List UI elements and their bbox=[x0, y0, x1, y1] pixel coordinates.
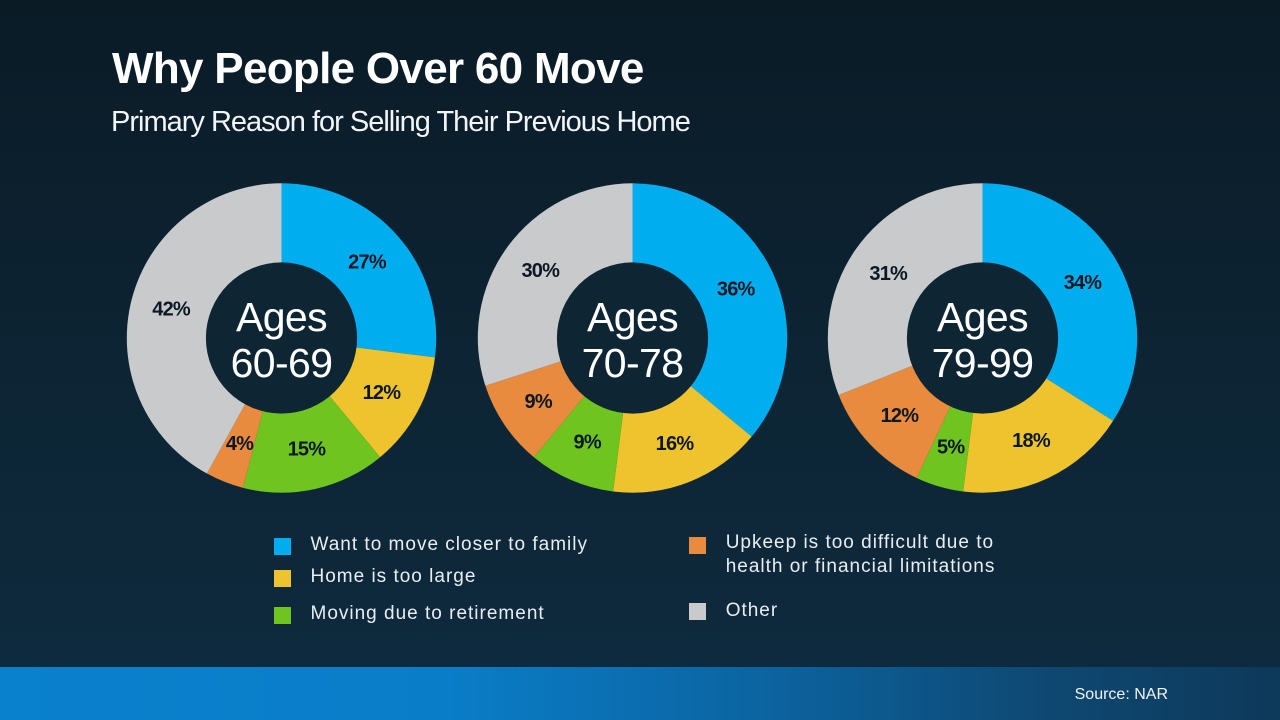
svg-text:5%: 5% bbox=[937, 437, 965, 459]
svg-text:4%: 4% bbox=[226, 433, 254, 455]
svg-text:9%: 9% bbox=[574, 432, 602, 454]
svg-text:12%: 12% bbox=[363, 382, 402, 404]
svg-text:79-99: 79-99 bbox=[932, 340, 1034, 386]
svg-text:30%: 30% bbox=[521, 260, 560, 282]
svg-text:16%: 16% bbox=[656, 433, 695, 455]
svg-text:27%: 27% bbox=[348, 252, 387, 274]
svg-text:15%: 15% bbox=[288, 438, 327, 460]
svg-text:Ages: Ages bbox=[937, 294, 1028, 340]
svg-text:34%: 34% bbox=[1064, 272, 1103, 294]
svg-text:Ages: Ages bbox=[236, 294, 327, 340]
svg-text:36%: 36% bbox=[717, 279, 756, 301]
svg-text:31%: 31% bbox=[869, 263, 908, 285]
svg-text:18%: 18% bbox=[1012, 430, 1051, 452]
svg-text:70-78: 70-78 bbox=[582, 340, 684, 386]
svg-text:42%: 42% bbox=[152, 299, 191, 321]
svg-text:60-69: 60-69 bbox=[231, 340, 333, 386]
svg-text:12%: 12% bbox=[881, 405, 920, 427]
svg-text:Ages: Ages bbox=[587, 294, 678, 340]
svg-text:9%: 9% bbox=[525, 391, 553, 413]
